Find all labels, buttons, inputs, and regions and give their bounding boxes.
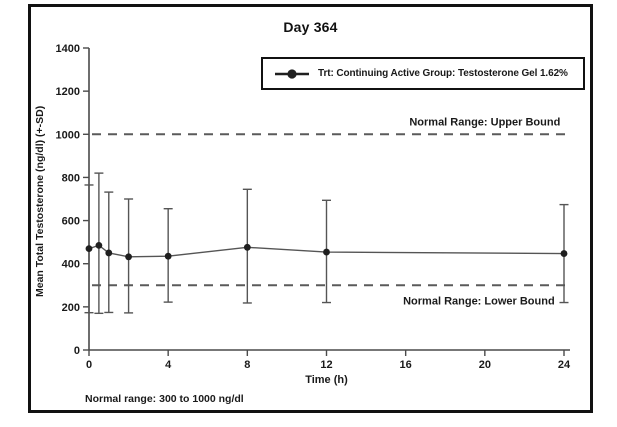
legend-line-marker (273, 68, 311, 80)
figure-frame: Normal Range: Upper Bound Normal Range: L… (28, 4, 593, 413)
x-tick-label: 0 (86, 359, 92, 371)
x-tick-label: 16 (400, 359, 412, 371)
y-tick-label: 1400 (56, 43, 80, 55)
data-point (105, 249, 113, 257)
x-tick-label: 4 (165, 359, 172, 371)
legend: Trt: Continuing Active Group: Testostero… (261, 57, 585, 90)
y-axis-label: Mean Total Testosterone (ng/dl) (+-SD) (34, 105, 46, 297)
data-point (243, 243, 251, 251)
y-tick-label: 1200 (56, 86, 80, 98)
y-tick-label: 200 (62, 302, 80, 314)
data-point (85, 245, 93, 253)
data-point (164, 252, 172, 260)
y-tick-label: 400 (62, 259, 80, 271)
x-axis-label: Time (h) (305, 374, 348, 386)
legend-series-label: Trt: Continuing Active Group: Testostero… (318, 68, 568, 79)
y-tick-label: 800 (62, 172, 80, 184)
reference-line-label: Normal Range: Upper Bound (409, 116, 560, 128)
x-tick-label: 8 (244, 359, 250, 371)
data-point (95, 241, 103, 249)
plot-area: Normal Range: Upper Bound Normal Range: L… (56, 43, 571, 371)
y-tick-label: 0 (74, 345, 80, 357)
normal-range-footnote: Normal range: 300 to 1000 ng/dl (85, 393, 244, 405)
y-tick-label: 600 (62, 216, 80, 228)
data-point (323, 248, 330, 256)
y-tick-label: 1000 (56, 129, 80, 141)
reference-line-label: Normal Range: Lower Bound (403, 295, 555, 307)
data-point (125, 253, 132, 261)
data-point (560, 250, 568, 257)
x-tick-label: 12 (320, 359, 332, 371)
x-tick-label: 24 (558, 359, 571, 371)
x-tick-label: 20 (479, 359, 491, 371)
chart-title: Day 364 (283, 19, 338, 35)
